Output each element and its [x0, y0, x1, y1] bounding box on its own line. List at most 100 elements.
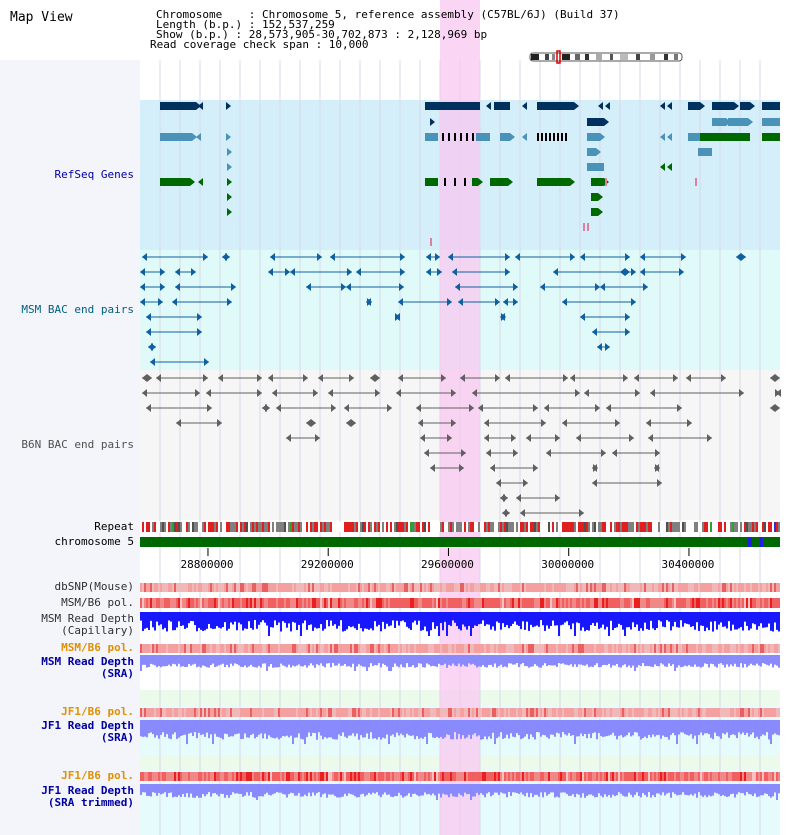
depth-bar — [164, 720, 166, 737]
track-label-msm-depth-sra[interactable]: MSM Read Depth (SRA) — [41, 655, 134, 680]
repeat-element — [352, 522, 354, 532]
ideogram-band — [650, 54, 655, 60]
depth-bar — [704, 655, 706, 664]
pol-cell — [720, 772, 722, 781]
pol-cell — [604, 598, 606, 608]
track-label-jf1-depth-trim[interactable]: JF1 Read Depth (SRA trimmed) — [41, 784, 134, 809]
pol-cell — [390, 708, 392, 717]
depth-bar — [572, 655, 574, 667]
pol-cell — [180, 644, 182, 653]
track-label-jf1-b6-pol-trim[interactable]: JF1/B6 pol. — [61, 769, 134, 782]
track-label-msm-bac[interactable]: MSM BAC end pairs — [21, 303, 134, 316]
track-label-chromosome[interactable]: chromosome 5 — [54, 535, 134, 548]
pol-cell — [620, 708, 622, 717]
pol-cell — [496, 598, 498, 608]
pol-cell — [776, 644, 778, 653]
depth-bar — [306, 655, 308, 668]
pol-cell — [270, 583, 272, 592]
depth-bar — [188, 612, 190, 624]
depth-bar — [256, 720, 258, 737]
pol-cell — [362, 708, 364, 717]
depth-bar — [232, 784, 234, 793]
depth-bar — [352, 720, 354, 734]
pol-cell — [392, 598, 394, 608]
track-label-dbsnp[interactable]: dbSNP(Mouse) — [54, 580, 134, 593]
pol-cell — [574, 583, 576, 592]
repeat-element — [522, 522, 524, 532]
pol-cell — [660, 583, 662, 592]
pol-cell — [236, 598, 238, 608]
pol-cell — [398, 583, 400, 592]
pol-cell — [188, 644, 190, 653]
gene-feature — [591, 193, 598, 201]
depth-bar — [422, 612, 424, 631]
depth-bar — [456, 612, 458, 627]
pol-cell — [240, 598, 242, 608]
pol-cell — [602, 583, 604, 592]
pol-cell — [490, 708, 492, 717]
pol-cell — [312, 598, 314, 608]
pol-cell — [198, 708, 200, 717]
track-label-msm-b6-pol-sra[interactable]: MSM/B6 pol. — [61, 641, 134, 654]
depth-bar — [710, 720, 712, 738]
depth-bar — [664, 784, 666, 796]
track-label-jf1-depth-sra[interactable]: JF1 Read Depth (SRA) — [41, 719, 134, 744]
pol-cell — [544, 598, 546, 608]
depth-bar — [234, 720, 236, 735]
pol-cell — [548, 708, 550, 717]
pol-cell — [272, 772, 274, 781]
pol-cell — [224, 583, 226, 592]
depth-bar — [506, 784, 508, 798]
pol-cell — [328, 644, 330, 653]
pol-cell — [526, 583, 528, 592]
depth-bar — [656, 655, 658, 667]
pol-cell — [584, 772, 586, 781]
pol-cell — [532, 644, 534, 653]
track-label-b6n-bac[interactable]: B6N BAC end pairs — [21, 438, 134, 451]
pol-cell — [658, 598, 660, 608]
depth-bar — [208, 655, 210, 668]
pol-cell — [278, 708, 280, 717]
pol-cell — [460, 772, 462, 781]
depth-bar — [348, 612, 350, 627]
depth-bar — [706, 655, 708, 665]
depth-bar — [584, 612, 586, 632]
pol-cell — [488, 583, 490, 592]
pol-cell — [456, 644, 458, 653]
pol-cell — [284, 772, 286, 781]
pol-cell — [594, 583, 596, 592]
pol-cell — [520, 708, 522, 717]
pol-cell — [444, 772, 446, 781]
pol-cell — [434, 772, 436, 781]
depth-bar — [738, 784, 740, 793]
bac-end-marker — [775, 374, 780, 382]
bac-end-marker — [623, 374, 628, 382]
pol-cell — [528, 772, 530, 781]
depth-bar — [764, 720, 766, 736]
depth-bar — [232, 720, 234, 737]
depth-bar — [598, 612, 600, 629]
pol-cell — [232, 644, 234, 653]
pol-cell — [320, 644, 322, 653]
track-label-repeat[interactable]: Repeat — [94, 520, 134, 533]
depth-bar — [552, 784, 554, 793]
pol-cell — [180, 583, 182, 592]
pol-cell — [734, 708, 736, 717]
track-label-jf1-b6-pol[interactable]: JF1/B6 pol. — [61, 705, 134, 718]
bac-end-marker — [629, 434, 634, 442]
pol-cell — [580, 598, 582, 608]
pol-cell — [214, 644, 216, 653]
track-label-msm-depth-capillary[interactable]: MSM Read Depth (Capillary) — [41, 612, 134, 637]
depth-bar — [232, 612, 234, 625]
depth-bar — [510, 655, 512, 664]
depth-bar — [224, 655, 226, 668]
track-label-refseq[interactable]: RefSeq Genes — [54, 168, 134, 181]
pol-cell — [246, 644, 248, 653]
depth-bar — [758, 612, 760, 627]
depth-bar — [572, 784, 574, 795]
depth-bar — [402, 720, 404, 736]
pol-cell — [204, 708, 206, 717]
track-label-msm-b6-pol[interactable]: MSM/B6 pol. — [61, 596, 134, 609]
depth-bar — [774, 784, 776, 793]
